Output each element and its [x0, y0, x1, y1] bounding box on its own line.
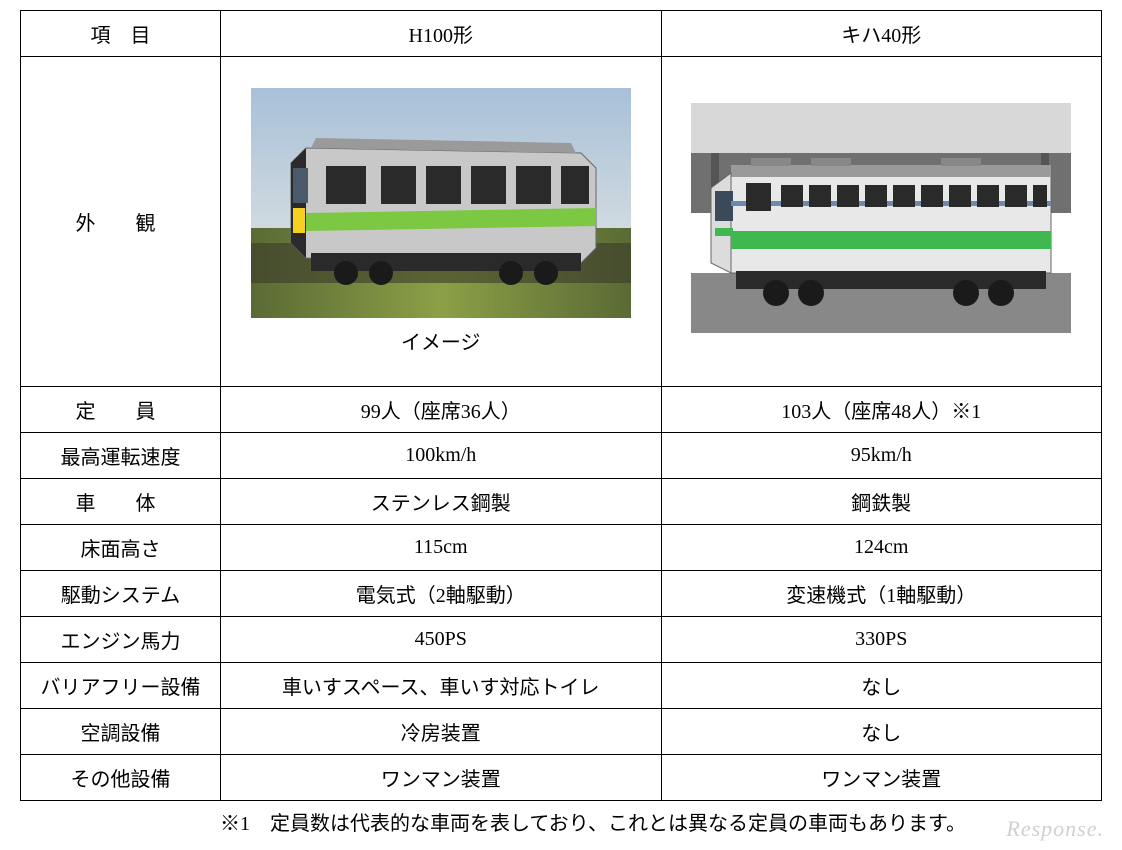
- table-row: 車 体ステンレス鋼製鋼鉄製: [21, 479, 1102, 525]
- row-label: 床面高さ: [21, 525, 221, 571]
- row-label: 空調設備: [21, 709, 221, 755]
- row-kiha40-value: 鋼鉄製: [661, 479, 1102, 525]
- header-h100: H100形: [221, 11, 662, 57]
- row-kiha40-value: 103人（座席48人）※1: [661, 387, 1102, 433]
- h100-caption: イメージ: [401, 326, 481, 355]
- row-h100-value: 99人（座席36人）: [221, 387, 662, 433]
- row-kiha40-value: ワンマン装置: [661, 755, 1102, 801]
- kiha40-train-image: [691, 103, 1071, 333]
- table-header-row: 項 目 H100形 キハ40形: [21, 11, 1102, 57]
- row-label: バリアフリー設備: [21, 663, 221, 709]
- row-h100-value: 450PS: [221, 617, 662, 663]
- table-row: バリアフリー設備車いすスペース、車いす対応トイレなし: [21, 663, 1102, 709]
- table-row: 空調設備冷房装置なし: [21, 709, 1102, 755]
- exterior-row: 外 観: [21, 57, 1102, 387]
- exterior-kiha40-cell: [661, 57, 1102, 387]
- watermark-text: Response.: [1006, 816, 1104, 842]
- row-h100-value: 電気式（2軸駆動）: [221, 571, 662, 617]
- table-row: 床面高さ115cm124cm: [21, 525, 1102, 571]
- row-label: その他設備: [21, 755, 221, 801]
- row-kiha40-value: 124cm: [661, 525, 1102, 571]
- row-h100-value: ワンマン装置: [221, 755, 662, 801]
- row-kiha40-value: なし: [661, 709, 1102, 755]
- exterior-label: 外 観: [21, 57, 221, 387]
- table-row: エンジン馬力450PS330PS: [21, 617, 1102, 663]
- row-h100-value: 車いすスペース、車いす対応トイレ: [221, 663, 662, 709]
- row-kiha40-value: 変速機式（1軸駆動）: [661, 571, 1102, 617]
- table-row: 最高運転速度100km/h95km/h: [21, 433, 1102, 479]
- exterior-h100-cell: イメージ: [221, 57, 662, 387]
- row-kiha40-value: なし: [661, 663, 1102, 709]
- row-kiha40-value: 95km/h: [661, 433, 1102, 479]
- row-label: エンジン馬力: [21, 617, 221, 663]
- header-kiha40: キハ40形: [661, 11, 1102, 57]
- table-row: 定 員99人（座席36人）103人（座席48人）※1: [21, 387, 1102, 433]
- row-h100-value: ステンレス鋼製: [221, 479, 662, 525]
- table-row: その他設備ワンマン装置ワンマン装置: [21, 755, 1102, 801]
- row-label: 車 体: [21, 479, 221, 525]
- row-label: 駆動システム: [21, 571, 221, 617]
- h100-train-image: [251, 88, 631, 318]
- row-label: 最高運転速度: [21, 433, 221, 479]
- row-label: 定 員: [21, 387, 221, 433]
- row-h100-value: 115cm: [221, 525, 662, 571]
- row-kiha40-value: 330PS: [661, 617, 1102, 663]
- row-h100-value: 100km/h: [221, 433, 662, 479]
- footnote-text: ※1 定員数は代表的な車両を表しており、これとは異なる定員の車両もあります。: [220, 807, 1102, 836]
- table-row: 駆動システム電気式（2軸駆動）変速機式（1軸駆動）: [21, 571, 1102, 617]
- header-label: 項 目: [21, 11, 221, 57]
- train-comparison-table: 項 目 H100形 キハ40形 外 観: [20, 10, 1102, 801]
- row-h100-value: 冷房装置: [221, 709, 662, 755]
